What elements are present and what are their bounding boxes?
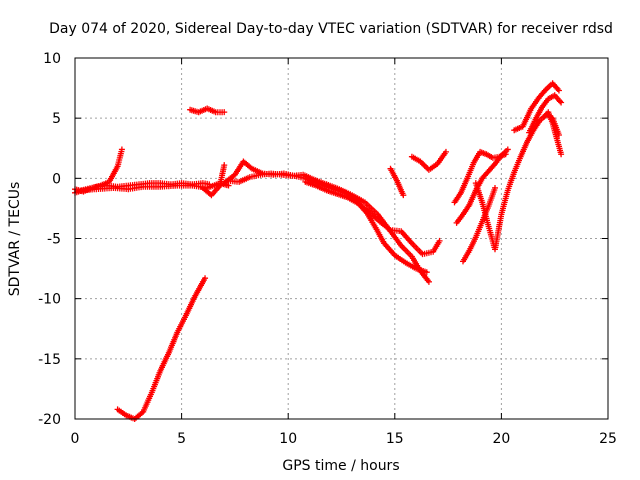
axis-ticks: [74, 57, 609, 420]
x-tick-label: 5: [177, 431, 186, 447]
chart-title: Day 074 of 2020, Sidereal Day-to-day VTE…: [49, 21, 613, 37]
x-tick-labels: 0 5 10 15 20 25: [71, 431, 617, 447]
plus-markers: [541, 109, 565, 158]
series-track-d: [114, 275, 209, 422]
plus-markers: [187, 105, 228, 116]
y-tick-label: -20: [38, 412, 61, 428]
plus-markers: [225, 170, 432, 285]
x-axis-label: GPS time / hours: [282, 458, 399, 474]
series-track-o: [472, 111, 562, 253]
series-track-e: [187, 105, 228, 116]
series-track-j: [387, 165, 407, 199]
plus-markers: [387, 165, 407, 199]
y-tick-label: -15: [38, 352, 61, 368]
series-track-r: [541, 109, 565, 158]
x-tick-label: 15: [386, 431, 404, 447]
plus-markers: [472, 111, 562, 253]
data-points: [72, 80, 565, 422]
y-tick-label: 0: [52, 171, 61, 187]
series-track-p: [511, 80, 562, 134]
plus-markers: [114, 275, 209, 422]
y-tick-label: 10: [43, 51, 61, 67]
x-tick-label: 25: [599, 431, 617, 447]
plus-markers: [199, 162, 228, 199]
series-track-c: [78, 180, 232, 194]
series-track-f: [199, 162, 228, 199]
series-track-k: [408, 148, 449, 173]
y-axis-label: SDTVAR / TECUs: [7, 182, 23, 297]
x-tick-label: 20: [492, 431, 510, 447]
plus-markers: [511, 80, 562, 134]
series-track-h: [225, 170, 432, 285]
series-track-q: [526, 92, 565, 136]
y-tick-label: -5: [47, 232, 61, 248]
x-tick-label: 0: [71, 431, 80, 447]
series-track-i: [302, 178, 443, 258]
x-tick-label: 10: [279, 431, 297, 447]
y-tick-label: -10: [38, 292, 61, 308]
y-tick-labels: -20 -15 -10 -5 0 5 10: [38, 51, 61, 428]
plus-markers: [408, 148, 449, 173]
plus-markers: [78, 180, 232, 194]
plus-markers: [526, 92, 565, 136]
plus-markers: [302, 178, 443, 258]
y-tick-label: 5: [52, 111, 61, 127]
